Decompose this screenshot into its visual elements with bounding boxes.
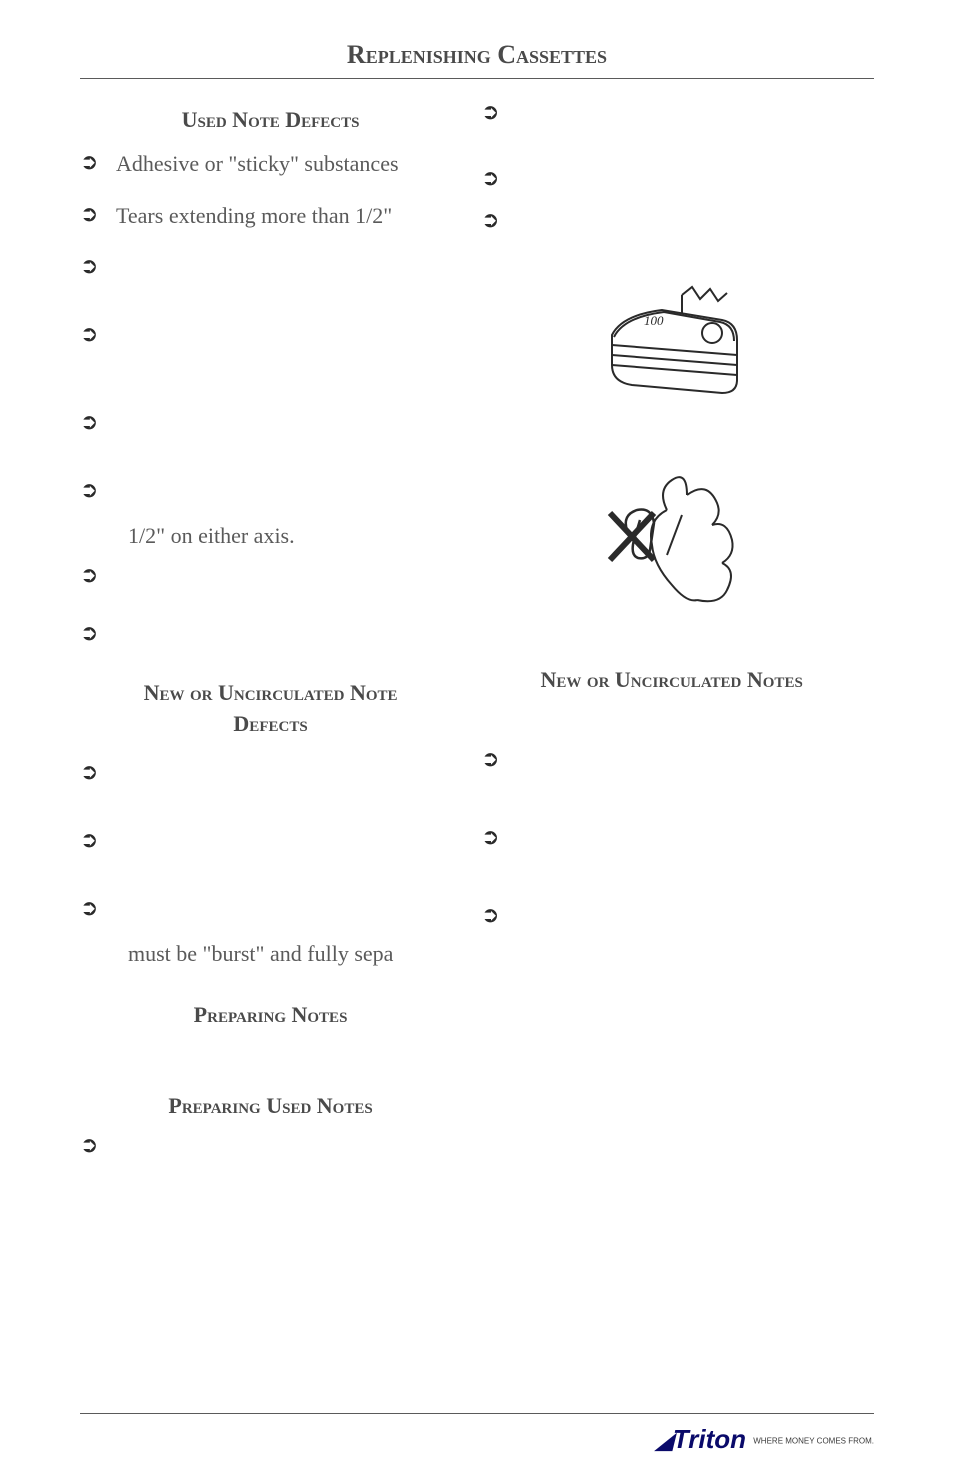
bullet-item: ➲ [80,620,461,658]
bullet-item: ➲ [481,824,862,862]
bullet-item: ➲ [481,746,862,784]
bullet-item: ➲ [80,321,461,359]
footer: ◢Triton WHERE MONEY COMES FROM. [80,1413,874,1455]
bullet-arrow-icon: ➲ [80,620,108,644]
bullet-text: Adhesive or "sticky" substances [108,149,399,180]
bullet-arrow-icon: ➲ [481,746,509,770]
logo-triangle-icon: ◢ [656,1428,673,1453]
bullet-item: ➲ [80,562,461,600]
heading-line2: Defects [233,711,307,736]
bullet-arrow-icon: ➲ [80,321,108,345]
heading-new-uncirculated-notes: New or Uncirculated Notes [481,665,862,696]
bullet-item: ➲ [80,827,461,865]
bullet-arrow-icon: ➲ [80,759,108,783]
bullet-item: ➲ [80,759,461,797]
money-stack-illustration-icon: 100 [572,265,772,415]
bullet-arrow-icon: ➲ [80,827,108,851]
title-rule [80,78,874,79]
bullet-item: ➲ [481,165,862,203]
no-paperclip-hand-illustration-icon [572,455,772,625]
bullet-item: ➲ [481,207,862,245]
bullet-arrow-icon: ➲ [80,895,108,919]
heading-preparing-notes: Preparing Notes [80,1000,461,1031]
heading-used-note-defects: Used Note Defects [80,107,461,133]
bullet-arrow-icon: ➲ [481,99,509,123]
bullet-arrow-icon: ➲ [80,149,108,173]
heading-preparing-used-notes: Preparing Used Notes [80,1091,461,1122]
content-columns: Used Note Defects ➲ Adhesive or "sticky"… [80,99,874,1184]
fragment-text: 1/2" on either axis. [120,523,295,548]
bullet-arrow-icon: ➲ [481,824,509,848]
fragment-text: must be "burst" and fully sepa [120,941,393,966]
bullet-arrow-icon: ➲ [481,165,509,189]
bullet-arrow-icon: ➲ [80,562,108,586]
bullet-item: ➲ [80,409,461,447]
page-title: Replenishing Cassettes [80,40,874,70]
bullet-item: ➲ Tears extending more than 1/2" [80,201,461,239]
footer-rule [80,1413,874,1414]
footer-tagline: WHERE MONEY COMES FROM. [753,1437,874,1446]
bullet-arrow-icon: ➲ [80,477,108,501]
bullet-arrow-icon: ➲ [80,201,108,225]
footer-logo: ◢Triton WHERE MONEY COMES FROM. [80,1424,874,1455]
heading-line1: New or Uncirculated Note [144,680,398,705]
right-column: ➲ ➲ ➲ 100 [481,99,862,1184]
bullet-item: ➲ [481,99,862,137]
bullet-arrow-icon: ➲ [481,207,509,231]
bullet-arrow-icon: ➲ [80,253,108,277]
bullet-item: ➲ Adhesive or "sticky" substances [80,149,461,187]
bullet-item: ➲ [80,477,461,515]
bullet-item: ➲ [481,902,862,940]
bullet-item: ➲ [80,895,461,933]
svg-text:100: 100 [644,313,664,328]
bullet-text: Tears extending more than 1/2" [108,201,392,232]
bullet-item: ➲ [80,253,461,291]
bullet-arrow-icon: ➲ [80,409,108,433]
bullet-arrow-icon: ➲ [481,902,509,926]
heading-new-uncirculated-defects: New or Uncirculated Note Defects [80,678,461,740]
brand-name: Triton [673,1424,746,1454]
bullet-arrow-icon: ➲ [80,1132,108,1156]
left-column: Used Note Defects ➲ Adhesive or "sticky"… [80,99,461,1184]
bullet-item: ➲ [80,1132,461,1170]
